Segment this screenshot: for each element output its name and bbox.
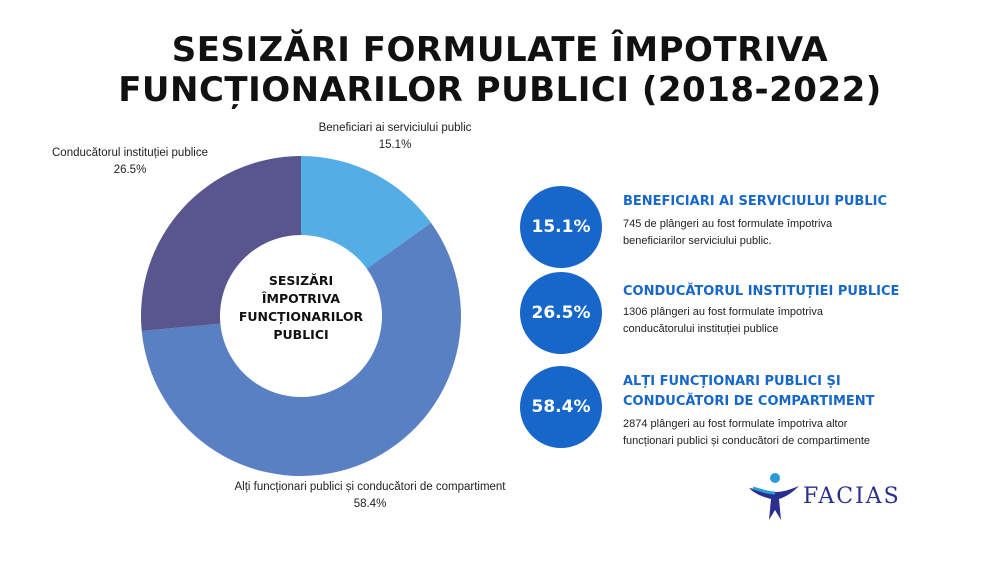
slice-alti-functionari bbox=[141, 222, 462, 477]
title-line-1: SESIZĂRI FORMULATE ÎMPOTRIVA bbox=[171, 30, 829, 70]
desc-line: 1306 plângeri au fost formulate împotriv… bbox=[623, 306, 823, 318]
slice-conducator bbox=[141, 156, 301, 332]
center-line: SESIZĂRI bbox=[268, 273, 334, 288]
heading-line: CONDUCĂTORI DE COMPARTIMENT bbox=[623, 394, 875, 409]
slice-value: 15.1% bbox=[378, 139, 412, 151]
center-line: PUBLICI bbox=[273, 327, 329, 342]
donut-center-label: SESIZĂRI ÎMPOTRIVA FUNCȚIONARILOR PUBLIC… bbox=[231, 272, 371, 344]
desc-line: conducătorului instituției publice bbox=[623, 323, 779, 335]
heading-line: ALȚI FUNCȚIONARI PUBLICI ȘI bbox=[623, 374, 841, 389]
slice-category: Alți funcționari publici și conducători … bbox=[234, 481, 506, 493]
info-heading: CONDUCĂTORUL INSTITUȚIEI PUBLICE bbox=[623, 282, 899, 302]
facias-figure-icon bbox=[749, 473, 799, 520]
info-item-alti: 58.4% ALȚI FUNCȚIONARI PUBLICI ȘI CONDUC… bbox=[520, 366, 960, 456]
desc-line: 2874 plângeri au fost formulate împotriv… bbox=[623, 418, 848, 430]
slice-label-beneficiari: Beneficiari ai serviciului public 15.1% bbox=[285, 120, 505, 154]
slice-beneficiari bbox=[301, 156, 432, 269]
info-heading: ALȚI FUNCȚIONARI PUBLICI ȘI CONDUCĂTORI … bbox=[623, 372, 875, 412]
title-line-2: FUNCȚIONARILOR PUBLICI (2018-2022) bbox=[118, 70, 882, 110]
slice-category: Conducătorul instituției publice bbox=[52, 147, 208, 159]
heading-line: BENEFICIARI AI SERVICIULUI PUBLIC bbox=[623, 194, 887, 209]
info-description: 745 de plângeri au fost formulate împotr… bbox=[623, 216, 832, 250]
center-line: ÎMPOTRIVA bbox=[261, 291, 341, 306]
desc-line: funcționari publici și conducători de co… bbox=[623, 435, 871, 447]
percent-badge: 15.1% bbox=[520, 186, 602, 268]
info-heading: BENEFICIARI AI SERVICIULUI PUBLIC bbox=[623, 192, 887, 212]
facias-logo: FACIAS bbox=[745, 470, 935, 526]
slice-value: 26.5% bbox=[113, 164, 147, 176]
slice-label-conducator: Conducătorul instituției publice 26.5% bbox=[30, 145, 230, 179]
heading-line: CONDUCĂTORUL INSTITUȚIEI PUBLICE bbox=[623, 284, 900, 299]
center-line: FUNCȚIONARILOR bbox=[238, 309, 364, 324]
info-description: 2874 plângeri au fost formulate împotriv… bbox=[623, 416, 870, 450]
desc-line: 745 de plângeri au fost formulate împotr… bbox=[623, 218, 833, 230]
info-item-conducator: 26.5% CONDUCĂTORUL INSTITUȚIEI PUBLICE 1… bbox=[520, 272, 960, 362]
info-description: 1306 plângeri au fost formulate împotriv… bbox=[623, 304, 823, 338]
slice-value: 58.4% bbox=[353, 498, 387, 510]
slice-label-alti: Alți funcționari publici și conducători … bbox=[190, 479, 550, 513]
slice-category: Beneficiari ai serviciului public bbox=[318, 122, 472, 134]
page-title: SESIZĂRI FORMULATE ÎMPOTRIVA FUNCȚIONARI… bbox=[0, 30, 1000, 110]
percent-badge: 26.5% bbox=[520, 272, 602, 354]
logo-text: FACIAS bbox=[803, 484, 901, 509]
info-item-beneficiari: 15.1% BENEFICIARI AI SERVICIULUI PUBLIC … bbox=[520, 186, 960, 276]
percent-badge: 58.4% bbox=[520, 366, 602, 448]
desc-line: beneficiarilor serviciului public. bbox=[623, 235, 772, 247]
